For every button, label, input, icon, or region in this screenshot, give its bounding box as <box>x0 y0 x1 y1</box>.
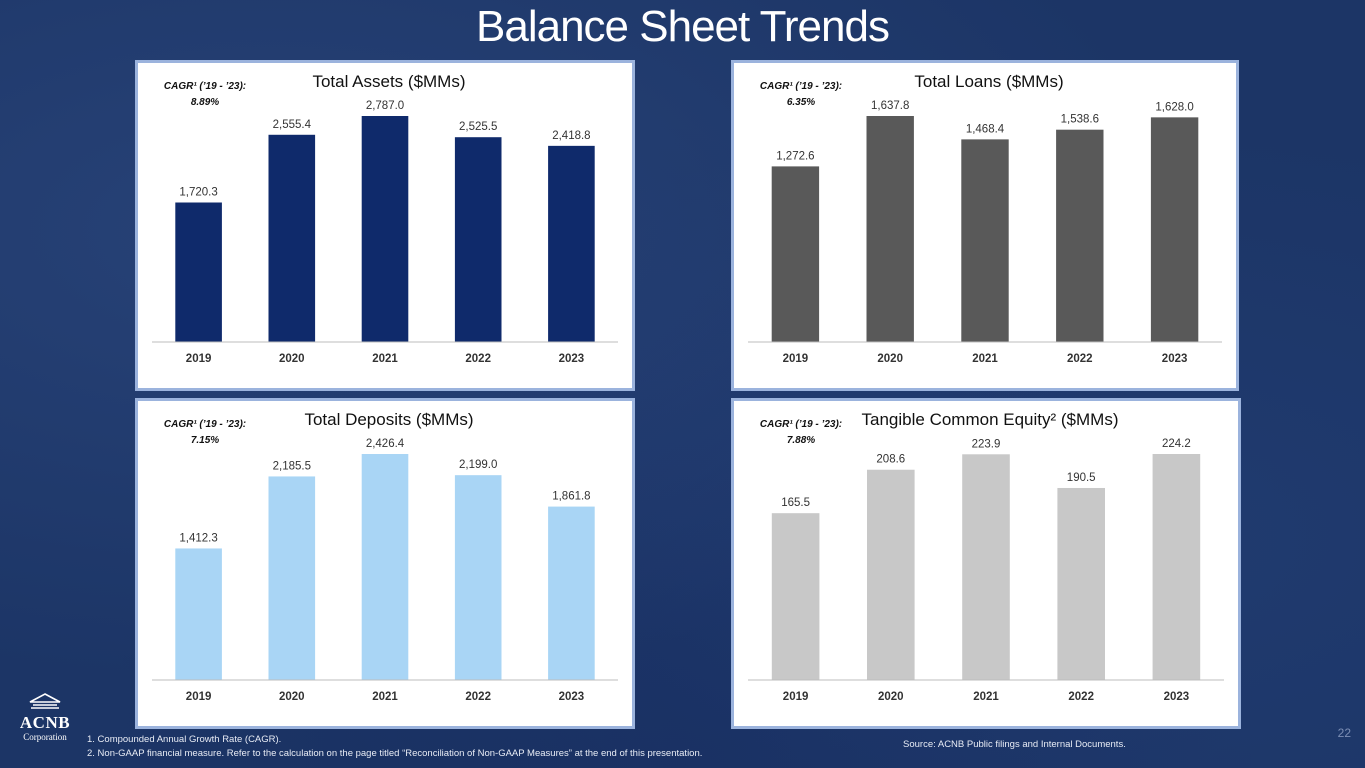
data-label: 1,412.3 <box>179 532 217 544</box>
x-tick-label: 2023 <box>559 691 585 703</box>
x-tick-label: 2019 <box>186 353 212 365</box>
cagr-label: CAGR¹ (’19 - ’23): <box>163 81 247 92</box>
cagr-note: CAGR¹ (’19 - ’23): 7.88% <box>756 417 846 449</box>
bar <box>454 137 502 342</box>
chart-title: Total Assets ($MMs) <box>312 72 465 91</box>
x-tick-label: 2021 <box>973 691 999 703</box>
bar <box>866 116 914 342</box>
bar <box>548 506 595 680</box>
data-label: 2,199.0 <box>459 459 497 471</box>
data-label: 2,418.8 <box>552 130 590 142</box>
x-tick-label: 2020 <box>279 353 305 365</box>
bar <box>771 513 820 680</box>
acnb-logo: ACNB Corporation <box>14 693 76 742</box>
data-label: 2,787.0 <box>366 100 404 112</box>
data-label: 2,525.5 <box>459 121 497 133</box>
footnotes: 1. Compounded Annual Growth Rate (CAGR).… <box>87 733 702 761</box>
total-loans-chart: Total Loans ($MMs) 1,272.6 2019 1,637.8 2020… <box>731 60 1239 391</box>
logo-wordmark: ACNB <box>19 713 71 732</box>
x-tick-label: 2019 <box>783 691 809 703</box>
chart-title: Tangible Common Equity² ($MMs) <box>862 410 1119 429</box>
chart-title: Total Deposits ($MMs) <box>304 410 473 429</box>
slide-title: Balance Sheet Trends <box>476 2 890 51</box>
bar <box>454 475 502 680</box>
data-label: 223.9 <box>972 438 1001 450</box>
data-label: 1,538.6 <box>1061 114 1099 126</box>
x-tick-label: 2022 <box>1067 353 1093 365</box>
source-note: Source: ACNB Public filings and Internal… <box>903 739 1126 750</box>
x-tick-label: 2021 <box>372 353 398 365</box>
bar <box>175 548 222 680</box>
bar <box>1057 487 1105 680</box>
bar <box>1152 454 1201 680</box>
x-tick-label: 2023 <box>1164 691 1190 703</box>
x-tick-label: 2021 <box>372 691 398 703</box>
footnote-1: 1. Compounded Annual Growth Rate (CAGR). <box>87 734 282 745</box>
chart-title: Total Loans ($MMs) <box>914 72 1063 91</box>
x-tick-label: 2020 <box>878 691 904 703</box>
page-number: 22 <box>1337 726 1351 740</box>
data-label: 1,628.0 <box>1155 101 1193 113</box>
data-label: 1,272.6 <box>776 150 814 162</box>
x-tick-label: 2020 <box>279 691 305 703</box>
bar <box>771 166 820 342</box>
total-assets-chart: Total Assets ($MMs) 1,720.3 2019 2,555.4 202… <box>135 60 635 391</box>
x-tick-label: 2022 <box>465 353 491 365</box>
data-label: 190.5 <box>1067 472 1096 484</box>
cagr-value: 7.88% <box>786 435 816 446</box>
x-tick-label: 2021 <box>972 353 998 365</box>
data-label: 2,426.4 <box>366 438 405 450</box>
cagr-note: CAGR¹ (’19 - ’23): 8.89% <box>160 79 250 111</box>
x-tick-label: 2023 <box>559 353 585 365</box>
bar <box>268 134 316 342</box>
bar <box>268 476 316 680</box>
data-label: 1,861.8 <box>552 491 590 503</box>
cagr-label: CAGR¹ (’19 - ’23): <box>759 419 843 430</box>
x-tick-label: 2022 <box>465 691 491 703</box>
chart-svg: Total Loans ($MMs) 1,272.6 2019 1,637.8 2020… <box>748 72 1222 365</box>
cagr-label: CAGR¹ (’19 - ’23): <box>759 81 843 92</box>
footnote-2: 2. Non-GAAP financial measure. Refer to … <box>87 748 703 759</box>
bar <box>1150 117 1199 343</box>
data-label: 1,720.3 <box>179 186 217 198</box>
data-label: 208.6 <box>876 454 905 466</box>
data-label: 165.5 <box>781 497 810 509</box>
cagr-note: CAGR¹ (’19 - ’23): 6.35% <box>756 79 846 111</box>
bar <box>867 469 915 680</box>
cagr-value: 6.35% <box>786 97 816 108</box>
x-tick-label: 2019 <box>783 353 809 365</box>
cagr-value: 7.15% <box>190 435 220 446</box>
bar <box>361 454 409 680</box>
x-tick-label: 2022 <box>1068 691 1094 703</box>
data-label: 224.2 <box>1162 438 1191 450</box>
cagr-value: 8.89% <box>190 97 220 108</box>
bar <box>962 454 1010 680</box>
x-tick-label: 2020 <box>877 353 903 365</box>
x-tick-label: 2019 <box>186 691 212 703</box>
bar <box>1056 129 1104 342</box>
cagr-label: CAGR¹ (’19 - ’23): <box>163 419 247 430</box>
logo-subtitle: Corporation <box>23 732 67 742</box>
data-label: 1,637.8 <box>871 100 909 112</box>
chart-svg: Total Deposits ($MMs) 1,412.3 2019 2,185.5 2… <box>152 410 618 703</box>
bar <box>175 202 222 342</box>
total-deposits-chart: Total Deposits ($MMs) 1,412.3 2019 2,185.5 2… <box>135 398 635 729</box>
bar <box>548 145 595 342</box>
chart-svg: Total Assets ($MMs) 1,720.3 2019 2,555.4 202… <box>152 72 618 365</box>
bar <box>961 139 1009 342</box>
data-label: 1,468.4 <box>966 123 1005 135</box>
x-tick-label: 2023 <box>1162 353 1188 365</box>
data-label: 2,555.4 <box>273 119 312 131</box>
building-icon <box>29 693 61 709</box>
chart-svg: Tangible Common Equity² ($MMs) 165.5 2019 2… <box>748 410 1224 703</box>
bar <box>361 116 409 342</box>
data-label: 2,185.5 <box>273 460 311 472</box>
cagr-note: CAGR¹ (’19 - ’23): 7.15% <box>160 417 250 449</box>
tangible-equity-chart: Tangible Common Equity² ($MMs) 165.5 2019 2… <box>731 398 1241 729</box>
